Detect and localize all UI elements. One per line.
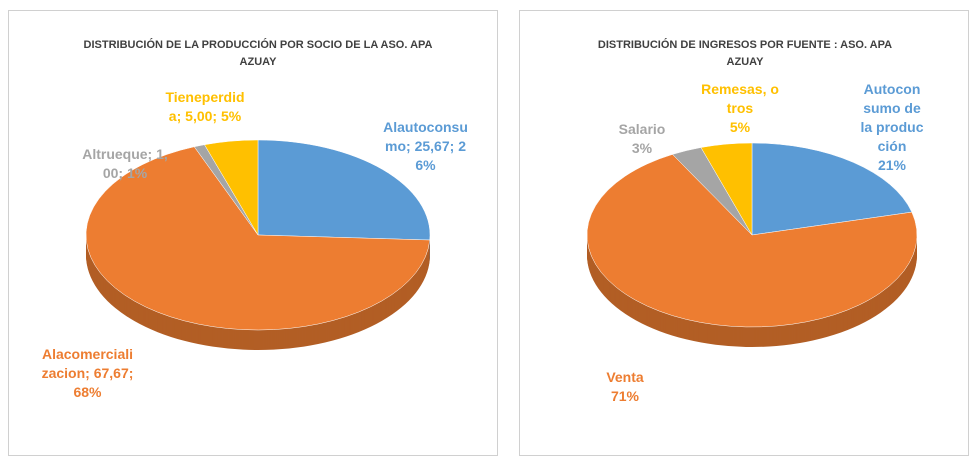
label-part: 21%: [877, 157, 907, 173]
pie-slice: [586, 154, 918, 328]
data-label: Venta 71%: [590, 368, 660, 406]
label-part: Venta: [606, 369, 644, 385]
pie-slice: [700, 142, 753, 236]
data-label: Altrueque1,001%: [80, 145, 170, 183]
label-part: Salario: [618, 121, 666, 137]
chart-panel: [519, 10, 969, 456]
data-label: Salario 3%: [612, 120, 672, 158]
label-part: 26%: [415, 138, 466, 173]
pie-slice: [204, 139, 259, 236]
pie-slice: [257, 139, 431, 241]
label-part: 67,67: [94, 365, 134, 381]
label-part: Altrueque: [82, 146, 156, 162]
data-label: Alacomercializacion67,6768%: [40, 345, 135, 402]
label-part: 5%: [729, 119, 751, 135]
label-part: 68%: [73, 384, 102, 400]
chart-panel: [8, 10, 498, 456]
pie-slice: [85, 146, 431, 331]
label-part: 3%: [631, 140, 653, 156]
pie-slice: [751, 142, 913, 236]
label-part: Remesas, otros: [701, 81, 779, 116]
label-part: 5,00: [185, 108, 221, 124]
data-label: Remesas, otros 5%: [700, 80, 780, 137]
chart-title: DISTRIBUCIÓN DE INGRESOS POR FUENTE : AS…: [597, 39, 893, 68]
label-part: 5%: [220, 108, 242, 124]
data-label: Tieneperdida5,005%: [160, 88, 250, 126]
label-part: 1%: [126, 165, 148, 181]
label-part: 71%: [610, 388, 640, 404]
data-label: Alautoconsumo25,6726%: [378, 118, 473, 175]
label-part: 25,67: [415, 138, 459, 154]
chart-title: DISTRIBUCIÓN DE LA PRODUCCIÓN POR SOCIO …: [83, 39, 433, 68]
data-label: Autoconsumo de la producción 21%: [860, 80, 924, 175]
label-part: Autoconsumo de la producción: [860, 81, 924, 154]
